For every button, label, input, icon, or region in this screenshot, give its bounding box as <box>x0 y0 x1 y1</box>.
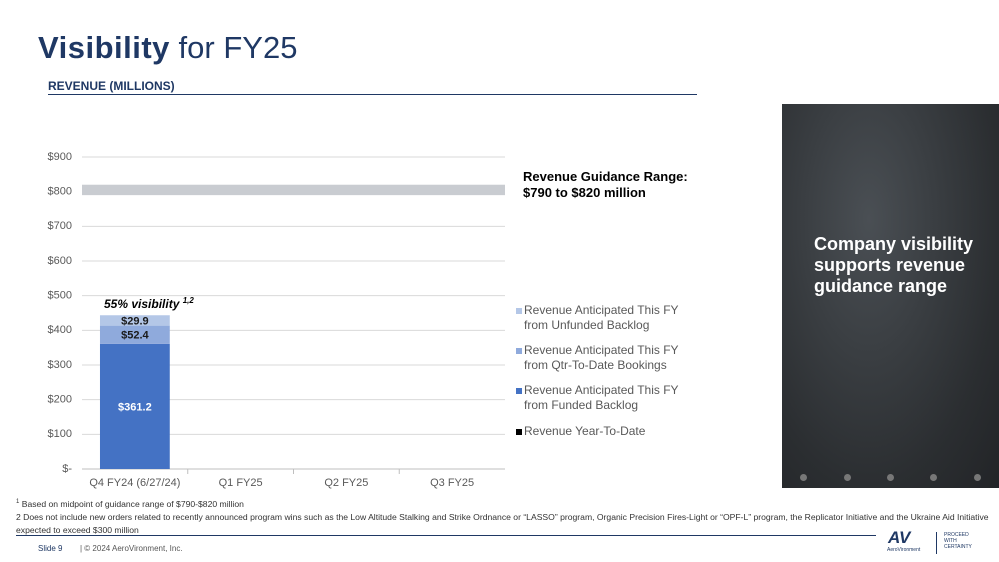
logo-name: AeroVironment <box>887 547 921 553</box>
title-rule <box>48 94 697 95</box>
footnote: 1 Based on midpoint of guidance range of… <box>16 496 991 511</box>
y-tick-label: $300 <box>48 359 72 371</box>
tagline-line: WITH <box>944 538 957 544</box>
x-tick-label: Q1 FY25 <box>219 477 263 489</box>
chart-title: REVENUE (MILLIONS) <box>48 79 175 93</box>
legend-label: Revenue Anticipated This FY from Qtr-To-… <box>524 343 679 372</box>
legend-swatch <box>516 348 522 354</box>
y-tick-label: $100 <box>48 428 72 440</box>
y-tick-label: $500 <box>48 290 72 302</box>
logo-mark: AV <box>888 528 911 547</box>
legend-label: Revenue Anticipated This FY from Unfunde… <box>524 303 679 332</box>
guidance-line: $790 to $820 million <box>523 185 646 200</box>
tagline: PROCEED WITH CERTAINTY <box>944 532 972 550</box>
x-tick-label: Q4 FY24 (6/27/24) <box>89 477 180 489</box>
bar-segment <box>99 315 170 326</box>
tagline-line: CERTAINTY <box>944 544 972 550</box>
annotation-text: 55% visibility <box>104 297 180 311</box>
y-tick-label: $200 <box>48 394 72 406</box>
annotation: 55% visibility 1,2 <box>104 296 194 311</box>
value-label: $52.4 <box>121 330 149 342</box>
legend-item: Revenue Anticipated This FY from Unfunde… <box>516 303 704 333</box>
legend-swatch <box>516 429 522 435</box>
bar-segment <box>99 325 170 344</box>
x-tick-label: Q2 FY25 <box>324 477 368 489</box>
legend-item: Revenue Anticipated This FY from Qtr-To-… <box>516 343 704 373</box>
copyright: | © 2024 AeroVironment, Inc. <box>80 544 183 553</box>
guidance-label: Revenue Guidance Range: $790 to $820 mil… <box>523 169 688 201</box>
annotation-sup: 1,2 <box>182 296 194 305</box>
side-panel-text: Company visibility supports revenue guid… <box>814 234 974 296</box>
guidance-line: Revenue Guidance Range: <box>523 169 688 184</box>
footnote-text: Does not include new orders related to r… <box>16 511 989 535</box>
legend-item: Revenue Anticipated This FY from Funded … <box>516 383 704 413</box>
y-tick-label: $600 <box>48 255 72 267</box>
legend-swatch <box>516 388 522 394</box>
slide-number: Slide 9 <box>38 544 63 553</box>
title-bold: Visibility <box>38 30 170 65</box>
legend-label: Revenue Year-To-Date <box>524 424 646 438</box>
footnote-marker: 1 <box>16 499 20 505</box>
slide-title: Visibility for FY25 <box>38 30 297 66</box>
x-tick-label: Q3 FY25 <box>430 477 474 489</box>
y-tick-label: $900 <box>48 151 72 163</box>
footnote-marker: 2 <box>16 511 21 522</box>
footnote-text: Based on midpoint of guidance range of $… <box>21 498 244 509</box>
legend-label: Revenue Anticipated This FY from Funded … <box>524 383 679 412</box>
tagline-line: PROCEED <box>944 532 969 538</box>
y-tick-label: $700 <box>48 220 72 232</box>
value-label: $361.2 <box>118 401 152 413</box>
value-label: $29.9 <box>121 315 149 327</box>
footnotes: 1 Based on midpoint of guidance range of… <box>16 496 991 537</box>
logo-divider <box>936 532 937 554</box>
y-tick-label: $400 <box>48 324 72 336</box>
legend-item: Revenue Year-To-Date <box>516 424 704 439</box>
y-tick-label: $800 <box>48 186 72 198</box>
bar-segment <box>99 343 170 469</box>
legend-swatch <box>516 308 522 314</box>
y-tick-label: $- <box>62 463 72 475</box>
rivets <box>782 474 999 482</box>
guidance-band <box>82 184 505 196</box>
footer-rule <box>16 535 876 536</box>
title-rest: for FY25 <box>178 30 298 65</box>
footnote: 2 Does not include new orders related to… <box>16 511 991 537</box>
side-panel: Company visibility supports revenue guid… <box>782 104 999 488</box>
